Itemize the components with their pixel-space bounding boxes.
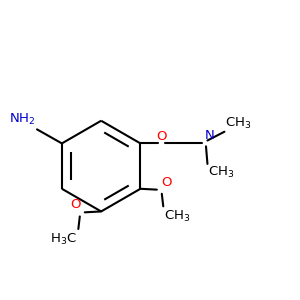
Text: N: N — [205, 129, 215, 142]
Text: NH$_2$: NH$_2$ — [9, 112, 35, 127]
Text: O: O — [161, 176, 171, 189]
Text: CH$_3$: CH$_3$ — [208, 165, 235, 180]
Text: O: O — [70, 199, 81, 212]
Text: CH$_3$: CH$_3$ — [164, 209, 191, 224]
Text: CH$_3$: CH$_3$ — [225, 116, 252, 131]
Text: O: O — [156, 130, 167, 142]
Text: H$_3$C: H$_3$C — [50, 232, 77, 247]
